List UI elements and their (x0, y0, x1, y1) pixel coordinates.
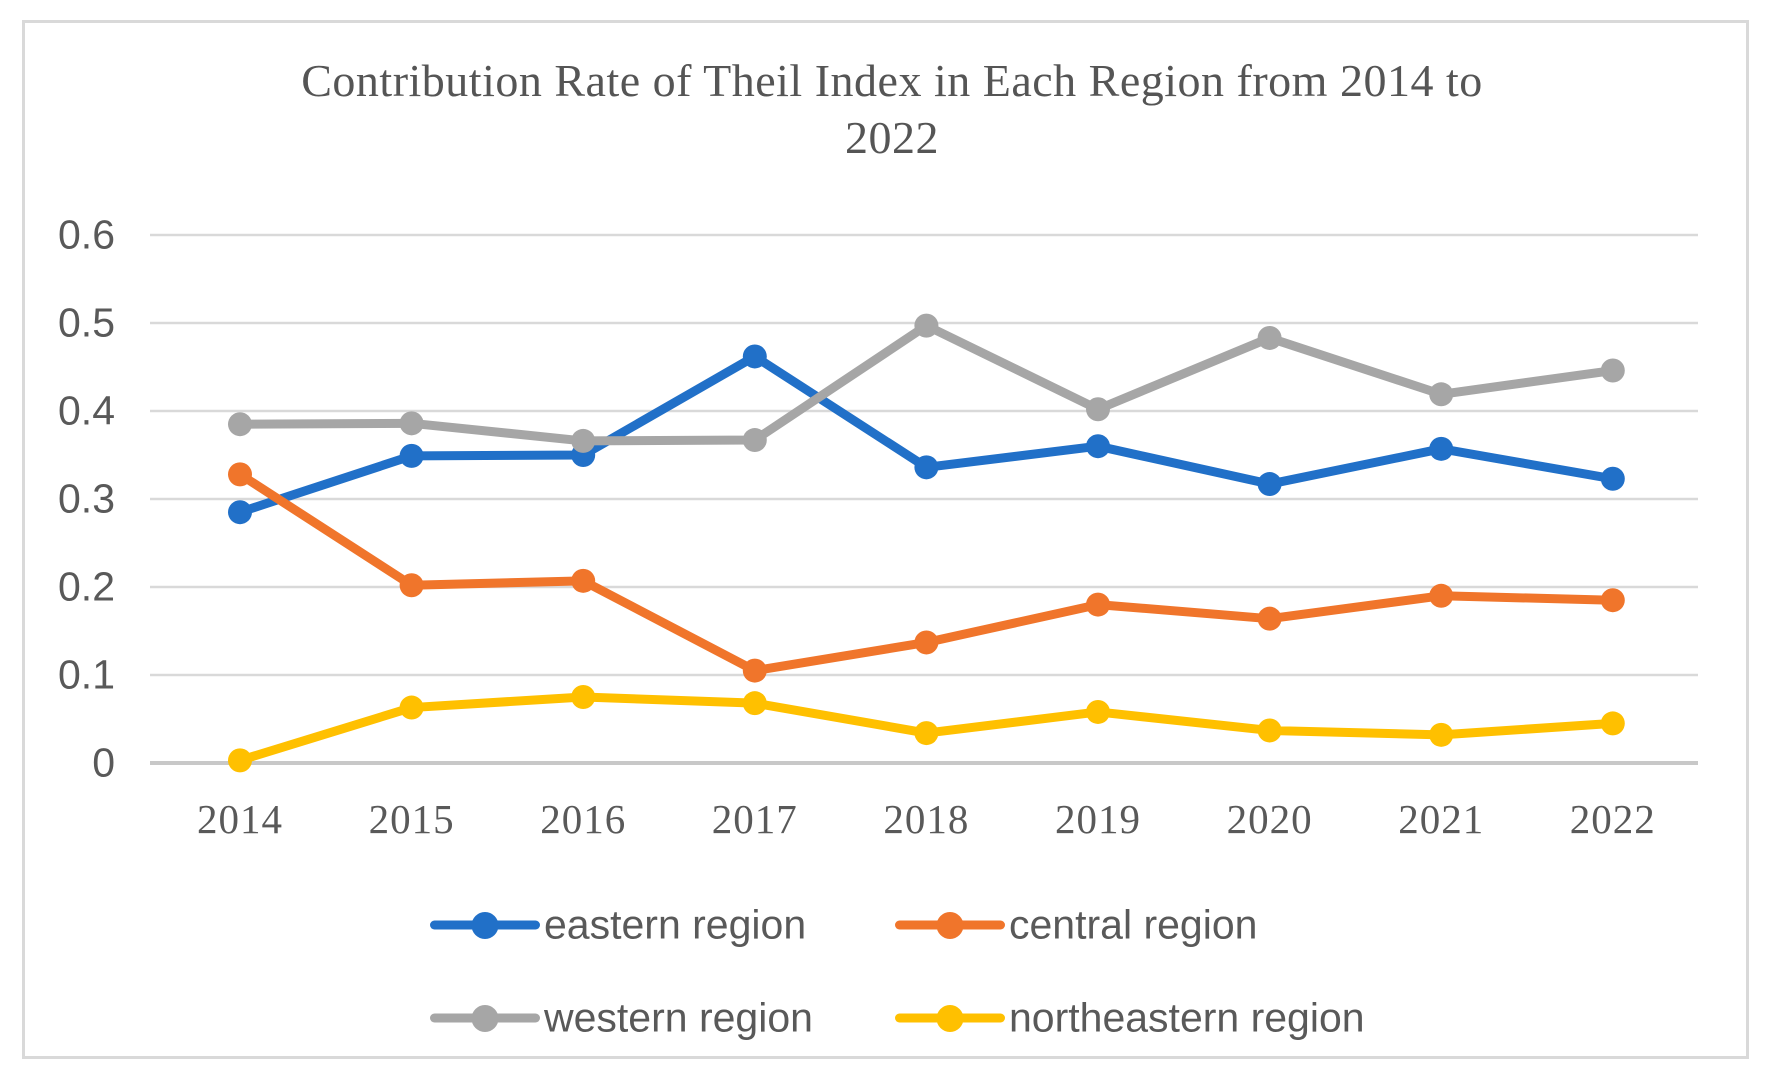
data-point-central-2022 (1600, 588, 1625, 613)
data-point-northeastern-2022 (1600, 711, 1625, 736)
series-line-western-region (235, 321, 1618, 446)
data-point-western-2014 (228, 412, 252, 437)
data-point-eastern-2022 (1600, 466, 1625, 491)
data-point-northeastern-2018 (914, 721, 939, 746)
data-point-northeastern-2016 (571, 685, 596, 709)
data-point-western-2018 (914, 313, 939, 338)
data-point-northeastern-2015 (399, 695, 424, 720)
data-point-western-2022 (1600, 358, 1625, 383)
data-point-central-2015 (399, 573, 424, 598)
chart-title-line-2: 2022 (845, 112, 939, 163)
data-point-central-2018 (914, 630, 939, 655)
chart-outer-border (22, 20, 1749, 1059)
data-point-central-2019 (1086, 592, 1110, 617)
data-point-eastern-2021 (1429, 436, 1454, 461)
data-point-central-2017 (742, 658, 767, 683)
data-point-eastern-2017 (742, 344, 767, 369)
data-point-eastern-2020 (1257, 472, 1282, 497)
data-point-northeastern-2021 (1429, 722, 1454, 747)
data-point-eastern-2019 (1086, 434, 1110, 459)
data-point-central-2014 (228, 462, 252, 487)
data-point-eastern-2014 (228, 500, 252, 525)
data-point-northeastern-2014 (228, 748, 252, 773)
data-point-western-2015 (399, 411, 424, 436)
data-point-western-2016 (571, 428, 596, 453)
data-point-eastern-2015 (399, 443, 424, 468)
data-point-western-2020 (1257, 325, 1282, 350)
data-point-western-2017 (742, 428, 767, 453)
chart-title: Contribution Rate of Theil Index in Each… (0, 52, 1784, 166)
data-point-northeastern-2019 (1086, 699, 1110, 724)
data-point-central-2016 (571, 568, 596, 593)
data-point-western-2021 (1429, 382, 1454, 407)
data-point-northeastern-2020 (1257, 718, 1282, 743)
data-point-eastern-2018 (914, 455, 939, 480)
data-point-central-2020 (1257, 606, 1282, 631)
data-point-central-2021 (1429, 583, 1454, 608)
data-point-northeastern-2017 (742, 691, 767, 716)
chart-title-line-1: Contribution Rate of Theil Index in Each… (301, 55, 1483, 106)
data-point-western-2019 (1086, 397, 1110, 422)
